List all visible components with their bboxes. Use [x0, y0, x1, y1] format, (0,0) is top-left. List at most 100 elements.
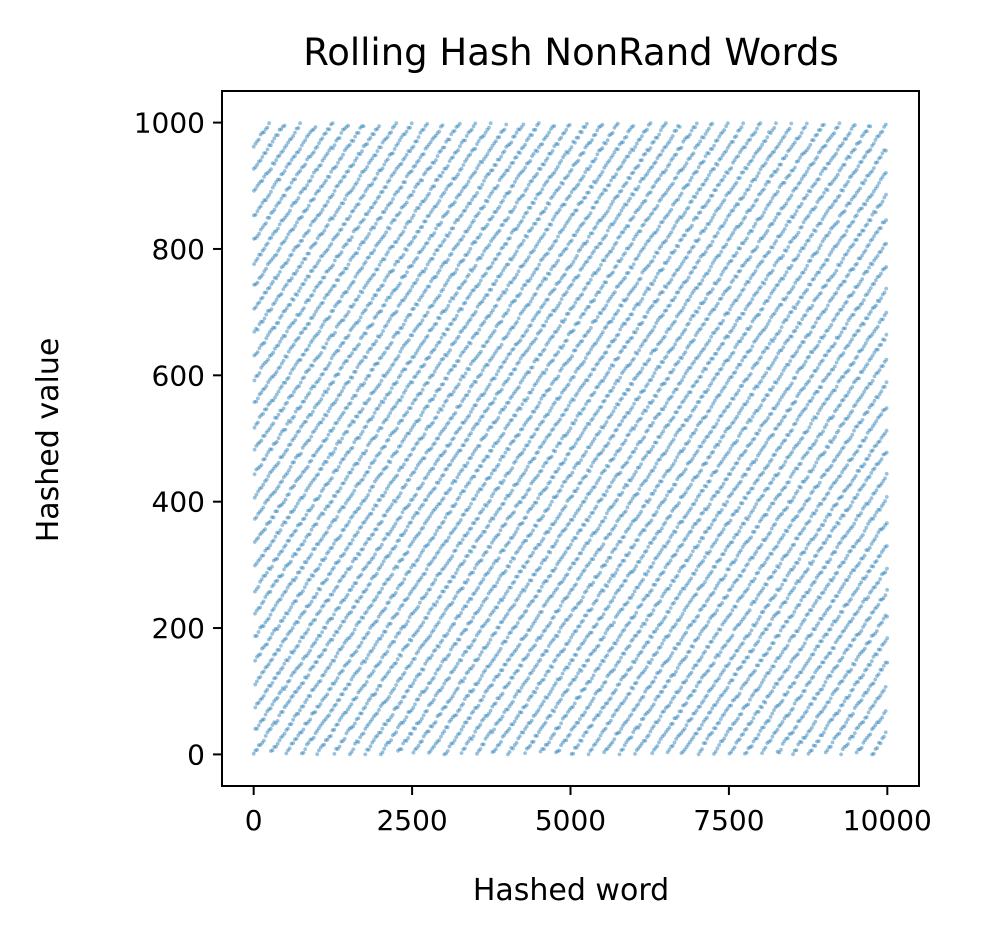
data-point [434, 158, 438, 163]
data-point [561, 460, 566, 465]
data-point [367, 232, 371, 236]
data-point [275, 719, 280, 723]
data-point [253, 589, 257, 594]
data-point [423, 266, 428, 271]
data-point [356, 716, 361, 721]
data-point [352, 627, 357, 632]
data-point [433, 720, 438, 724]
data-point [382, 746, 387, 751]
data-point [289, 605, 293, 610]
data-point [254, 399, 259, 404]
data-point [259, 463, 264, 467]
data-point [337, 697, 342, 702]
data-point [564, 738, 569, 743]
data-point [262, 151, 266, 156]
data-point [448, 462, 453, 467]
data-point [514, 624, 518, 629]
data-point [547, 130, 551, 135]
data-point [371, 532, 376, 536]
data-point [549, 312, 554, 317]
data-point [511, 325, 516, 330]
data-point [302, 375, 307, 380]
data-point [403, 180, 407, 185]
data-point [265, 709, 270, 713]
data-point [510, 418, 514, 422]
data-point [370, 205, 375, 210]
data-point [314, 522, 319, 526]
data-point [332, 727, 337, 732]
data-point [425, 686, 429, 690]
data-point [266, 402, 271, 407]
data-point [282, 145, 287, 150]
data-point [422, 362, 427, 367]
data-point [547, 387, 552, 391]
data-point [398, 398, 403, 403]
data-point [273, 415, 277, 420]
data-point [484, 271, 488, 276]
data-point [365, 142, 369, 146]
data-point [260, 624, 264, 629]
data-point [352, 604, 357, 609]
data-point [378, 683, 383, 688]
data-point [338, 533, 343, 538]
data-point [364, 656, 369, 661]
data-point [279, 127, 284, 132]
data-point [323, 647, 328, 652]
data-point [503, 522, 508, 526]
data-point [565, 665, 570, 670]
data-point [368, 744, 373, 749]
data-point [351, 139, 356, 143]
data-point [321, 300, 325, 305]
data-point [361, 193, 366, 198]
data-point [254, 561, 259, 566]
data-point [532, 456, 537, 461]
data-point [502, 127, 507, 132]
data-point [436, 436, 441, 441]
data-point [455, 567, 460, 572]
data-point [398, 210, 402, 215]
data-point [267, 354, 272, 358]
data-point [342, 481, 346, 485]
data-point [276, 460, 281, 465]
data-point [472, 521, 477, 525]
data-point [352, 420, 356, 424]
data-point [500, 714, 505, 719]
data-point [506, 422, 511, 426]
data-point [264, 430, 269, 435]
data-point [258, 719, 263, 724]
data-point [357, 506, 362, 510]
data-point [547, 202, 552, 206]
data-point [298, 264, 303, 269]
data-point [258, 579, 262, 584]
data-point [393, 499, 398, 504]
data-point [460, 467, 465, 472]
data-point [328, 686, 333, 691]
data-point [267, 236, 272, 241]
data-point [286, 162, 291, 167]
data-point [392, 639, 397, 644]
data-point [383, 629, 388, 634]
data-point [293, 318, 298, 322]
data-point [506, 262, 511, 267]
data-point [530, 133, 534, 138]
data-point [324, 203, 328, 208]
data-point [542, 439, 547, 443]
data-point [312, 150, 316, 155]
data-point [480, 673, 484, 678]
data-point [269, 167, 273, 172]
data-point [466, 179, 471, 184]
data-point [417, 229, 421, 234]
data-point [378, 590, 383, 594]
data-point [284, 728, 289, 732]
data-point [380, 633, 385, 638]
data-point [251, 166, 256, 171]
data-point [356, 246, 361, 251]
data-point [318, 679, 323, 683]
data-point [438, 477, 443, 482]
data-point [330, 707, 335, 712]
data-point [424, 616, 429, 620]
data-point [517, 689, 522, 694]
data-point [374, 527, 379, 532]
data-point [453, 411, 458, 415]
data-point [308, 717, 313, 722]
